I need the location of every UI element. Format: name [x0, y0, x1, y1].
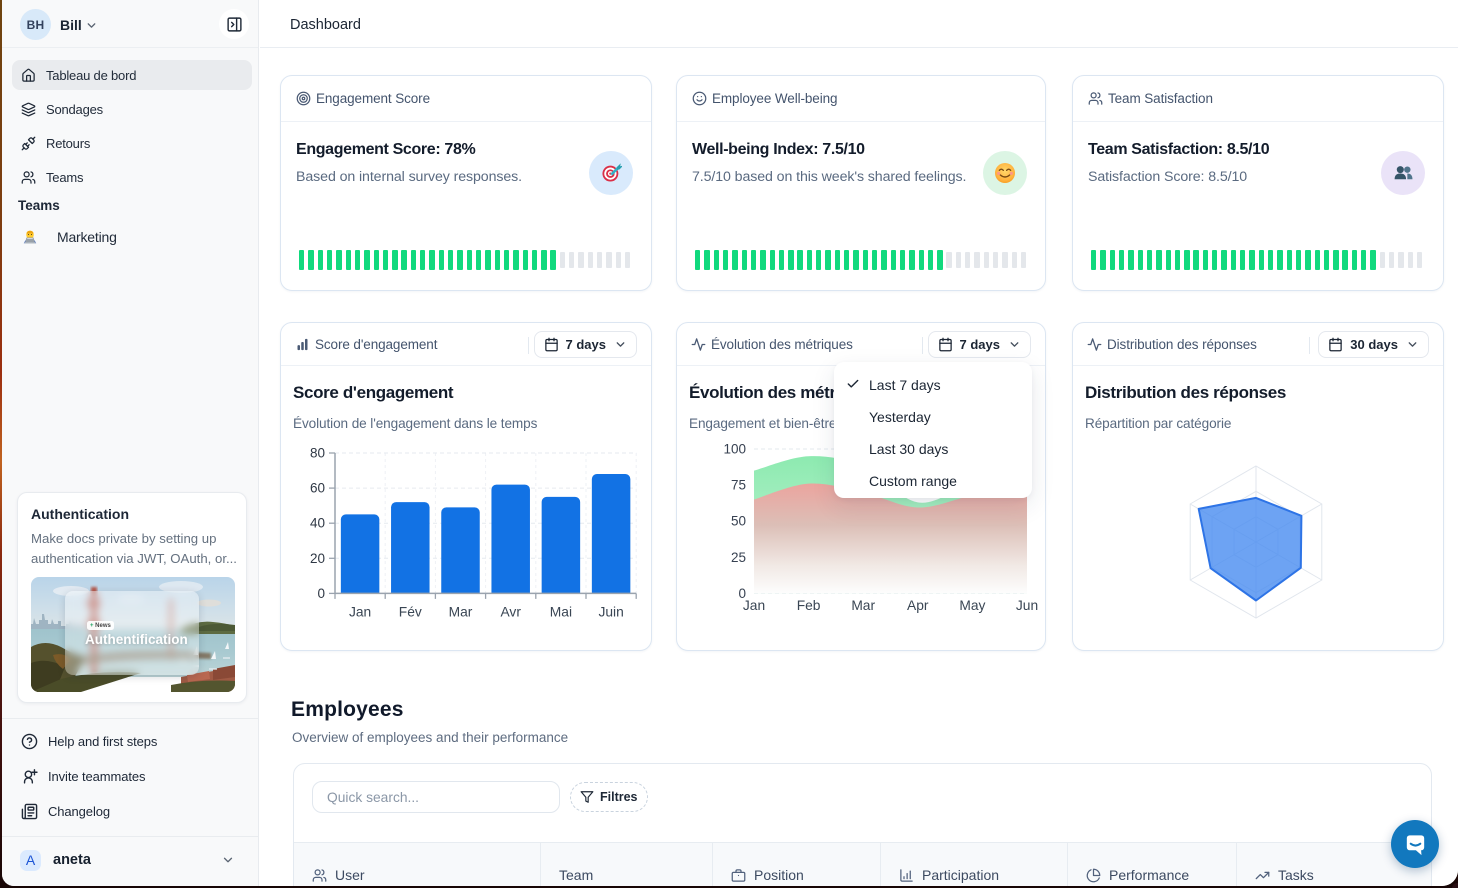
svg-text:40: 40 — [310, 516, 325, 531]
svg-text:Jan: Jan — [743, 598, 765, 613]
svg-text:100: 100 — [723, 442, 746, 457]
svg-text:Mar: Mar — [449, 604, 473, 619]
svg-text:20: 20 — [310, 551, 325, 566]
svg-text:May: May — [959, 598, 985, 613]
svg-text:50: 50 — [731, 514, 746, 529]
svg-text:Mar: Mar — [851, 598, 875, 613]
svg-text:Feb: Feb — [797, 598, 821, 613]
svg-text:80: 80 — [310, 446, 325, 461]
svg-text:25: 25 — [731, 550, 746, 565]
svg-text:Juin: Juin — [598, 604, 623, 619]
svg-text:Jan: Jan — [349, 604, 371, 619]
svg-text:Jun: Jun — [1016, 598, 1038, 613]
svg-text:0: 0 — [317, 586, 325, 601]
svg-text:Avr: Avr — [500, 604, 521, 619]
svg-text:Apr: Apr — [907, 598, 929, 613]
svg-text:Mai: Mai — [550, 604, 572, 619]
svg-text:Fév: Fév — [399, 604, 422, 619]
svg-text:0: 0 — [738, 586, 746, 601]
svg-text:75: 75 — [731, 478, 746, 493]
svg-text:60: 60 — [310, 481, 325, 496]
